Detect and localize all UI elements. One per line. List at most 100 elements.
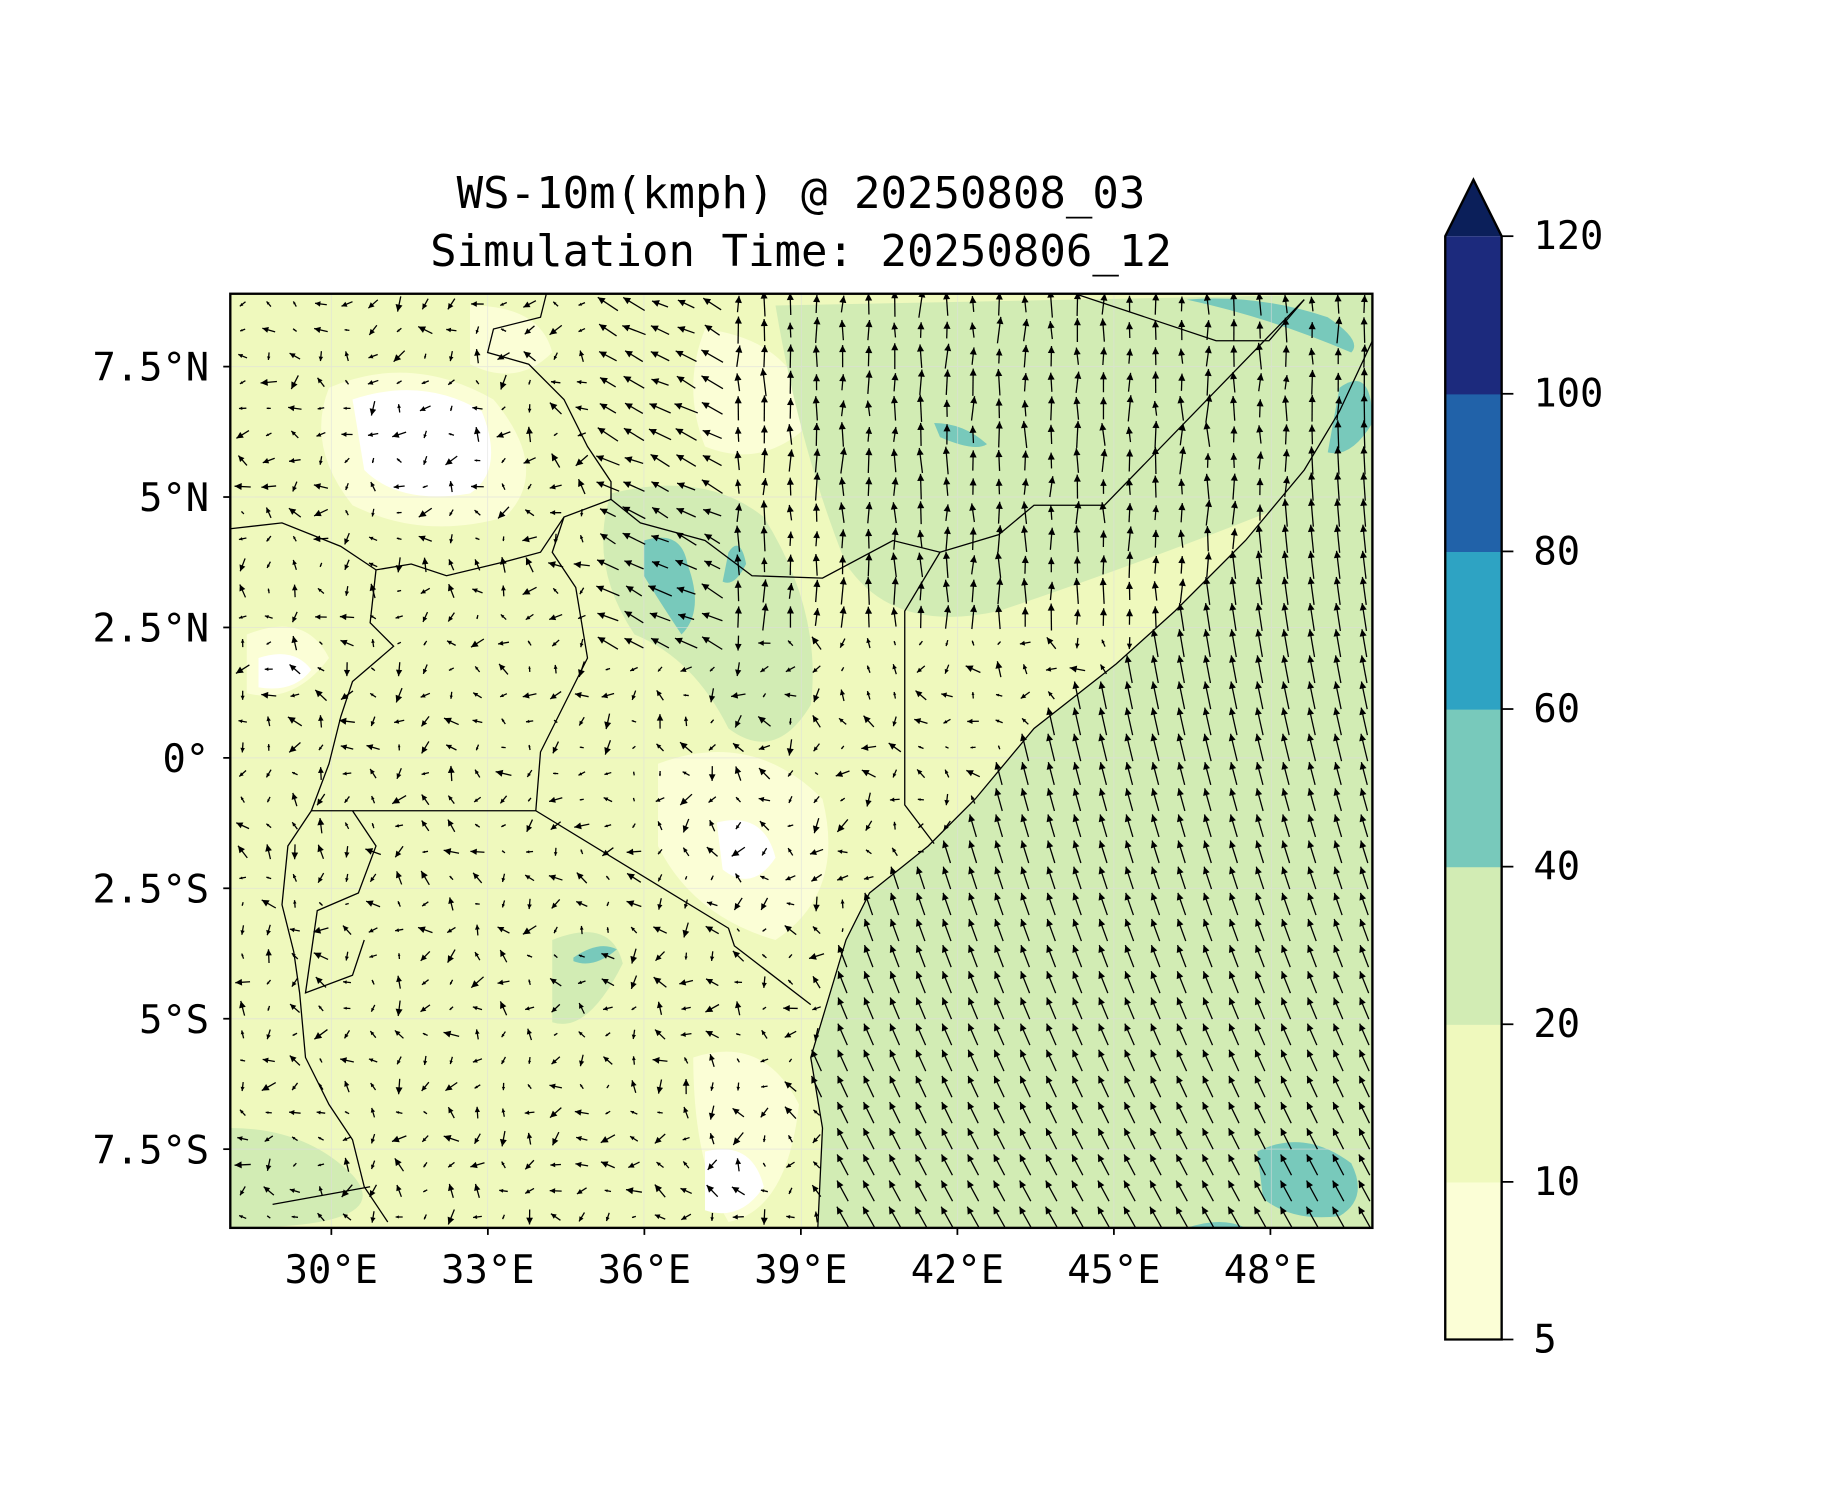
wind-vector (313, 926, 329, 934)
wind-vector (994, 551, 1002, 578)
wind-vector (265, 823, 272, 829)
wind-vector (1333, 840, 1343, 864)
wind-vector (891, 373, 899, 392)
wind-vector (238, 1214, 247, 1220)
wind-vector (966, 769, 981, 778)
wind-vector (836, 1154, 849, 1176)
wind-vector (576, 379, 587, 385)
wind-vector (290, 375, 299, 390)
wind-vector (292, 328, 298, 332)
wind-vector (914, 1180, 928, 1202)
wind-vector (549, 1188, 562, 1194)
wind-vector (240, 1059, 246, 1062)
wind-vector (650, 350, 670, 362)
wind-vector (344, 532, 350, 545)
wind-vector (344, 586, 350, 596)
wind-vector (994, 840, 1004, 864)
wind-vector (260, 378, 277, 386)
wind-vector (1047, 321, 1055, 340)
wind-vector (317, 587, 325, 594)
wind-vector (734, 1001, 742, 1016)
wind-vector (394, 1029, 404, 1039)
wind-vector (702, 297, 722, 311)
wind-vector (993, 1127, 1006, 1150)
wind-vector (944, 605, 952, 629)
wind-vector (1230, 426, 1238, 443)
wind-vector (314, 301, 327, 307)
wind-vector (1072, 840, 1082, 864)
wind-vector (1230, 319, 1238, 341)
wind-vector (339, 717, 355, 725)
wind-vector (1255, 524, 1263, 553)
wind-vector (369, 614, 377, 620)
wind-vector (734, 450, 742, 471)
wind-vector (449, 534, 454, 544)
wind-vector (239, 1000, 246, 1016)
wind-vector (371, 508, 375, 517)
wind-vector (1152, 347, 1160, 366)
wind-vector (316, 431, 326, 437)
wind-vector (1098, 944, 1109, 968)
wind-vector (785, 666, 796, 673)
wind-vector (526, 850, 534, 854)
wind-vector (476, 614, 479, 620)
wind-vector (394, 1158, 405, 1172)
wind-vector (891, 577, 899, 605)
wind-vector (267, 744, 271, 751)
wind-vector (626, 872, 642, 883)
wind-vector (421, 298, 429, 310)
wind-vector (1202, 733, 1212, 762)
wind-vector (552, 587, 559, 595)
wind-vector (368, 536, 378, 542)
wind-vector (787, 449, 795, 472)
wind-vector (1358, 1206, 1371, 1228)
wind-vector (1280, 1049, 1292, 1072)
wind-vector (1152, 320, 1160, 340)
wind-vector (551, 899, 561, 909)
wind-vector (421, 1135, 429, 1143)
x-tick-label: 42°E (911, 1248, 1004, 1293)
wind-vector (316, 1110, 326, 1115)
wind-vector (289, 352, 301, 360)
wind-vector (787, 322, 794, 338)
wind-vector (866, 665, 871, 673)
wind-vector (1150, 681, 1160, 710)
wind-vector (682, 1161, 690, 1169)
wind-vector (1071, 1049, 1083, 1072)
wind-vector (650, 637, 670, 649)
wind-vector (1279, 1206, 1293, 1228)
wind-vector (552, 301, 559, 307)
wind-vector (1306, 1101, 1318, 1124)
wind-vector (966, 1206, 980, 1228)
wind-vector (265, 1111, 272, 1114)
wind-vector (733, 897, 743, 911)
wind-vector (1282, 294, 1290, 314)
wind-vector (656, 1001, 663, 1015)
wind-vector (1281, 788, 1290, 812)
colorbar-segment (1445, 1024, 1502, 1183)
wind-vector (395, 1000, 403, 1017)
colorbar-tick-label: 100 (1533, 372, 1603, 417)
wind-vector (1126, 609, 1134, 625)
wind-vector (628, 1161, 640, 1169)
wind-vector (624, 637, 644, 649)
wind-vector (916, 552, 924, 578)
wind-vector (342, 1136, 352, 1142)
gridlines (230, 293, 1373, 1228)
wind-vector (596, 455, 620, 466)
wind-vector (633, 771, 635, 776)
wind-vector (788, 954, 793, 959)
wind-vector (651, 560, 669, 569)
wind-vector (736, 1058, 740, 1063)
wind-vector (762, 693, 767, 698)
wind-vector (941, 1023, 953, 1046)
wind-vector (1098, 681, 1107, 710)
wind-vector (1255, 788, 1264, 812)
wind-vector (1151, 446, 1160, 475)
wind-vector (812, 553, 820, 576)
wind-vector (597, 427, 619, 442)
wind-vector (395, 1078, 403, 1095)
wind-vector (1230, 395, 1238, 421)
wind-vector (553, 772, 559, 775)
wind-vector (501, 1108, 506, 1117)
